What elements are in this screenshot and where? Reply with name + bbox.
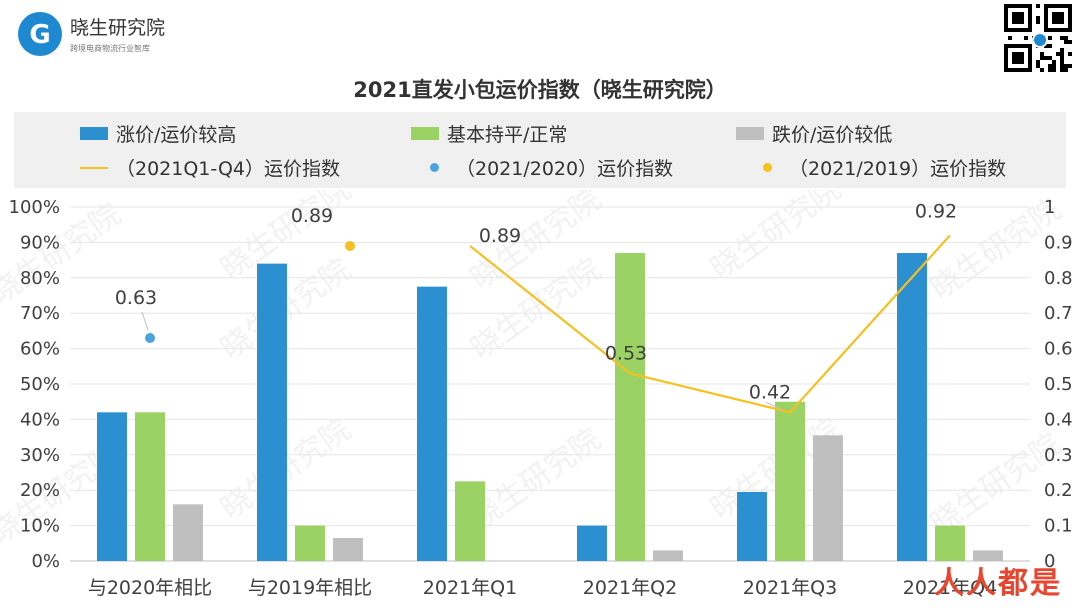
- legend-item-line: （2021Q1-Q4）运价指数: [80, 154, 340, 181]
- y-left-tick-label: 100%: [9, 197, 60, 218]
- legend-swatch-dot-blue: [430, 163, 439, 172]
- y-right-tick-label: 0: [1044, 551, 1055, 572]
- line-data-label: 0.92: [915, 200, 957, 222]
- bar: [737, 491, 767, 561]
- legend-item-raise: 涨价/运价较高: [80, 120, 236, 147]
- bar: [295, 525, 325, 561]
- bar: [455, 481, 485, 561]
- y-left-tick-label: 90%: [20, 232, 60, 253]
- bar: [333, 537, 363, 561]
- data-point: [345, 240, 355, 251]
- y-right-tick-label: 0.2: [1044, 480, 1073, 501]
- line-data-label: 0.53: [605, 342, 647, 364]
- y-right-tick-label: 0.4: [1044, 409, 1073, 430]
- x-category-label: 2021年Q2: [583, 577, 677, 599]
- logo-circle-icon: [18, 12, 62, 56]
- legend-label-line: （2021Q1-Q4）运价指数: [116, 158, 340, 180]
- legend-swatch-line: [80, 166, 108, 169]
- y-right-tick-label: 1: [1044, 197, 1055, 218]
- brand-tagline: 跨境电商物流行业智库: [70, 43, 150, 53]
- y-left-tick-label: 60%: [20, 339, 60, 360]
- line-data-label: 0.42: [749, 381, 791, 403]
- x-category-label: 2021年Q3: [743, 577, 837, 599]
- label-leader-line: [141, 311, 149, 331]
- y-left-tick-label: 40%: [20, 409, 60, 430]
- y-left-tick-label: 10%: [20, 516, 60, 537]
- y-left-tick-label: 50%: [20, 374, 60, 395]
- bar: [417, 286, 447, 561]
- x-category-label: 2021年Q4: [903, 577, 997, 599]
- bar: [173, 504, 203, 561]
- y-right-tick-label: 0.7: [1044, 303, 1073, 324]
- y-left-tick-label: 0%: [31, 551, 60, 572]
- y-left-tick-label: 80%: [20, 268, 60, 289]
- y-right-tick-label: 0.8: [1044, 268, 1073, 289]
- chart-title: 2021直发小包运价指数（晓生研究院）: [353, 78, 727, 102]
- bar: [775, 401, 805, 561]
- y-left-tick-label: 70%: [20, 303, 60, 324]
- legend-swatch-gray: [736, 127, 764, 140]
- legend-item-point-2019: （2021/2019）运价指数: [754, 154, 1006, 181]
- legend-item-drop: 跌价/运价较低: [736, 120, 892, 147]
- legend-item-flat: 基本持平/正常: [411, 120, 567, 147]
- x-category-label: 与2020年相比: [88, 577, 212, 599]
- brand-name: 晓生研究院: [70, 17, 165, 39]
- bar: [897, 253, 927, 561]
- y-right-tick-label: 0.9: [1044, 232, 1073, 253]
- label-leader-line: [765, 401, 785, 411]
- y-right-tick-label: 0.6: [1044, 339, 1073, 360]
- point-data-label: 0.89: [291, 205, 333, 227]
- bar: [813, 435, 843, 561]
- y-right-tick-label: 0.3: [1044, 445, 1073, 466]
- legend-label-raise: 涨价/运价较高: [116, 124, 237, 146]
- legend-label-point-2019: （2021/2019）运价指数: [789, 158, 1007, 180]
- brand-logo: G 晓生研究院 跨境电商物流行业智库: [18, 12, 165, 56]
- y-right-tick-label: 0.5: [1044, 374, 1073, 395]
- x-category-label: 2021年Q1: [423, 577, 517, 599]
- bar: [615, 253, 645, 561]
- legend-swatch-dot-yellow: [763, 163, 772, 172]
- point-data-label: 0.63: [115, 287, 157, 309]
- legend-label-drop: 跌价/运价较低: [772, 124, 893, 146]
- legend-label-flat: 基本持平/正常: [447, 124, 568, 146]
- bar: [577, 525, 607, 561]
- y-left-tick-label: 20%: [20, 480, 60, 501]
- bar: [653, 550, 683, 561]
- legend-label-point-2020: （2021/2020）运价指数: [456, 158, 674, 180]
- corner-watermark: 人人都是: [934, 566, 1062, 601]
- legend-swatch-blue: [80, 127, 108, 140]
- watermark-text: 晓生研究院: [465, 422, 608, 537]
- y-left-tick-label: 30%: [20, 445, 60, 466]
- line-series: [469, 234, 951, 414]
- bar: [97, 412, 127, 561]
- chart-legend: 涨价/运价较高 基本持平/正常 跌价/运价较低 （2021Q1-Q4）运价指数 …: [14, 112, 1066, 188]
- bar: [135, 412, 165, 561]
- y-right-tick-label: 0.1: [1044, 516, 1073, 537]
- line-data-label: 0.89: [479, 225, 521, 247]
- legend-swatch-green: [411, 127, 439, 140]
- watermark-text: 晓生研究院: [705, 190, 848, 287]
- data-point: [145, 332, 155, 343]
- qr-code-icon: [1004, 4, 1072, 72]
- x-category-label: 与2019年相比: [248, 577, 372, 599]
- bar: [935, 525, 965, 561]
- legend-item-point-2020: （2021/2020）运价指数: [421, 154, 673, 181]
- bar: [257, 263, 287, 561]
- bar: [973, 550, 1003, 561]
- svg-text:G: G: [29, 20, 50, 50]
